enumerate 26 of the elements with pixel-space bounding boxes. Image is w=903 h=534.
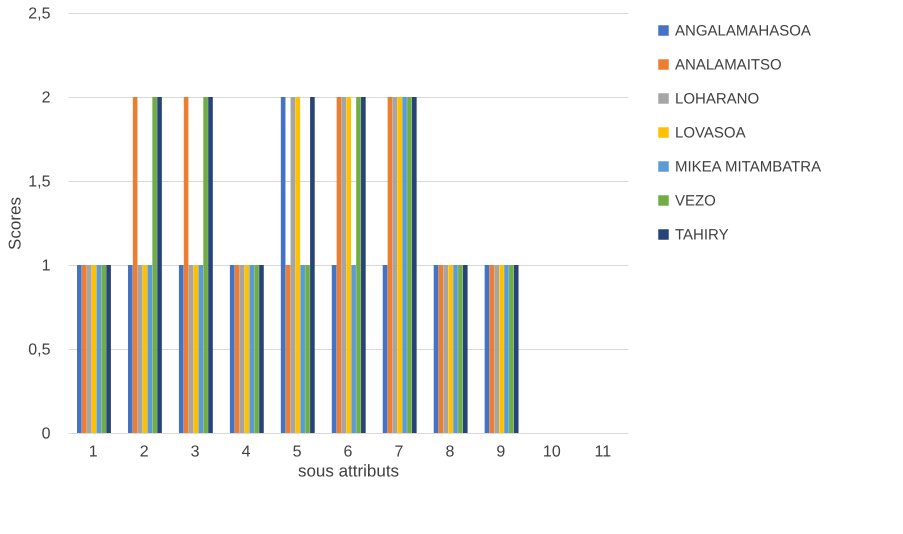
legend-label: VEZO — [675, 192, 716, 210]
legend-label: LOVASOA — [675, 124, 746, 142]
y-tick-label: 0 — [42, 426, 51, 442]
x-tick-label: 8 — [445, 444, 454, 460]
x-tick-label: 1 — [88, 444, 98, 460]
y-tick-label: 2,5 — [28, 6, 51, 22]
y-tick-label: 1 — [42, 258, 51, 274]
legend-label: ANALAMAITSO — [675, 56, 782, 74]
x-tick-label: 3 — [190, 444, 200, 460]
legend-label: LOHARANO — [675, 90, 760, 108]
x-tick-label: 9 — [496, 444, 506, 460]
x-tick-label: 11 — [594, 444, 612, 460]
y-axis-title: Scores — [5, 197, 24, 250]
legend-label: ANGALAMAHASOA — [675, 22, 811, 40]
y-tick-label: 2 — [42, 90, 51, 106]
legend-label: MIKEA MITAMBATRA — [675, 158, 822, 176]
x-tick-label: 7 — [394, 444, 404, 460]
y-tick-label: 1,5 — [28, 174, 51, 190]
x-tick-label: 4 — [242, 444, 251, 460]
x-tick-label: 6 — [344, 444, 353, 460]
x-tick-label: 2 — [140, 444, 149, 460]
x-tick-label: 10 — [542, 444, 561, 460]
x-axis-title: sous attributs — [298, 462, 400, 480]
y-tick-label: 0,5 — [28, 342, 51, 358]
x-tick-label: 5 — [292, 444, 302, 460]
legend-label: TAHIRY — [675, 226, 729, 244]
